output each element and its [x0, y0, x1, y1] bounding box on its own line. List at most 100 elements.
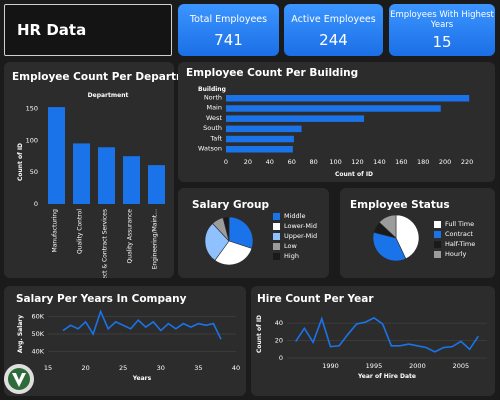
employee-status-legend: Full Time Contract Half-Time Hourly	[434, 219, 475, 259]
y-tick-label: 40K	[31, 347, 44, 355]
y-tick-label: Taft	[209, 134, 222, 142]
y-tick-label: West	[206, 114, 222, 122]
chart-title: Hire Count Per Year	[257, 293, 374, 305]
x-tick-label: 40	[266, 158, 274, 166]
hire-year-line-chart[interactable]: 0 20 40 1990 1995 2000 2005 Year of Hire Date Co…	[251, 286, 495, 396]
x-tick-label: 35	[194, 364, 202, 372]
x-tick-label: 2000	[409, 362, 426, 370]
y-tick-label: 60K	[31, 313, 44, 321]
legend-label: Lower-Mid	[284, 222, 317, 230]
bar	[148, 165, 165, 204]
salary-years-line-chart[interactable]: 40K 50K 60K 15 20 25 30 35 40 Years Avg. Salary	[4, 286, 246, 396]
kpi-label: Total Employees	[189, 14, 268, 25]
x-axis-label: Year of Hire Date	[357, 373, 416, 380]
x-tick-label: 30	[157, 364, 165, 372]
chart-title: Salary Group	[192, 199, 270, 211]
pie-slice	[378, 214, 397, 239]
legend-swatch	[434, 250, 441, 258]
pie-slice	[228, 216, 254, 249]
y-tick-label: 20	[275, 337, 283, 345]
bar	[226, 135, 294, 143]
kpi-value: 244	[319, 31, 348, 49]
y-axis-label: Avg. Salary	[17, 315, 24, 353]
y-tick-label: North	[204, 94, 222, 102]
chart-title: Employee Count Per Department	[12, 71, 207, 83]
bar	[226, 125, 302, 133]
x-tick-label: Quality Control	[77, 209, 84, 254]
bar	[98, 147, 115, 204]
legend-swatch	[273, 252, 280, 260]
x-tick-label: 220	[461, 158, 473, 166]
x-tick-label: 20	[244, 158, 252, 166]
bar	[226, 115, 365, 122]
bar	[73, 143, 90, 204]
y-tick-label: 100	[26, 136, 38, 144]
kpi-value: 741	[214, 31, 243, 49]
legend-item[interactable]: Lower-Mid	[273, 221, 317, 231]
panel-building: Employee Count Per Building Building Nort…	[178, 62, 495, 182]
x-tick-label: 15	[44, 364, 52, 372]
legend-swatch	[273, 242, 280, 250]
legend-label: High	[284, 252, 299, 260]
pie-slice	[372, 231, 407, 262]
x-tick-label: 2005	[453, 362, 470, 370]
y-tick-label: Watson	[198, 145, 222, 153]
x-tick-label: 200	[439, 158, 451, 166]
legend-item[interactable]: Hourly	[434, 249, 475, 259]
legend-item[interactable]: Upper-Mid	[273, 231, 317, 241]
y-tick-label: 0	[34, 200, 38, 208]
x-tick-label: 160	[395, 158, 407, 166]
legend-label: Contract	[445, 230, 473, 238]
x-axis-label: Years	[132, 375, 152, 382]
series-line	[62, 309, 222, 340]
salary-group-pie-chart[interactable]	[178, 188, 329, 278]
y-tick-label: 50K	[31, 330, 44, 338]
y-tick-label: Main	[206, 104, 222, 112]
legend-label: Low	[284, 242, 297, 250]
employee-status-pie-chart[interactable]	[340, 188, 495, 278]
x-tick-label: 1995	[366, 362, 383, 370]
legend-item[interactable]: Middle	[273, 211, 317, 221]
x-tick-label: 40	[232, 364, 240, 372]
y-tick-label: 150	[26, 104, 38, 112]
dashboard-title: HR Data	[17, 21, 87, 39]
kpi-card-total-employees[interactable]: Total Employees 741	[178, 4, 279, 56]
y-tick-label: 40	[275, 319, 283, 327]
y-tick-label: 0	[279, 354, 283, 362]
legend-swatch	[434, 230, 441, 238]
x-tick-label: 180	[417, 158, 429, 166]
kpi-card-active-employees[interactable]: Active Employees 244	[284, 4, 383, 56]
kpi-value: 15	[432, 33, 452, 51]
legend-swatch	[273, 222, 280, 230]
legend-label: Middle	[284, 212, 306, 220]
legend-title: Building	[198, 86, 226, 93]
kpi-label: Employees With Highest Years	[390, 10, 494, 30]
legend-swatch	[434, 220, 441, 228]
legend-item[interactable]: Contract	[434, 229, 475, 239]
kpi-label: Active Employees	[291, 14, 376, 25]
chart-title: Employee Status	[350, 199, 450, 211]
pie-slice	[222, 216, 230, 242]
x-tick-label: Engineering/Maint...	[152, 209, 159, 270]
watermark-logo	[4, 364, 34, 394]
kpi-card-highest-years[interactable]: Employees With Highest Years 15	[389, 4, 495, 56]
y-tick-label: South	[203, 124, 222, 132]
salary-group-legend: Middle Lower-Mid Upper-Mid Low High	[273, 211, 317, 261]
legend-swatch	[434, 240, 441, 248]
pie-slice	[214, 240, 253, 266]
legend-item[interactable]: Half-Time	[434, 239, 475, 249]
legend-swatch	[273, 212, 280, 220]
legend-label: Full Time	[445, 220, 475, 228]
legend-item[interactable]: High	[273, 251, 317, 261]
x-tick-label: 0	[224, 158, 228, 166]
legend-label: Hourly	[445, 250, 467, 258]
x-tick-label: 120	[351, 158, 363, 166]
panel-salary-group: Salary Group Middle Lower-Mid Upper-Mid Low…	[178, 188, 329, 278]
x-tick-label: Manufacturing	[52, 209, 59, 253]
legend-item[interactable]: Low	[273, 241, 317, 251]
bar	[226, 146, 293, 153]
panel-department: Employee Count Per Department Department…	[4, 62, 207, 278]
legend-item[interactable]: Full Time	[434, 219, 475, 229]
department-bar-chart[interactable]: Department 0 50 100 150 Count of ID Manufactur…	[4, 62, 174, 278]
